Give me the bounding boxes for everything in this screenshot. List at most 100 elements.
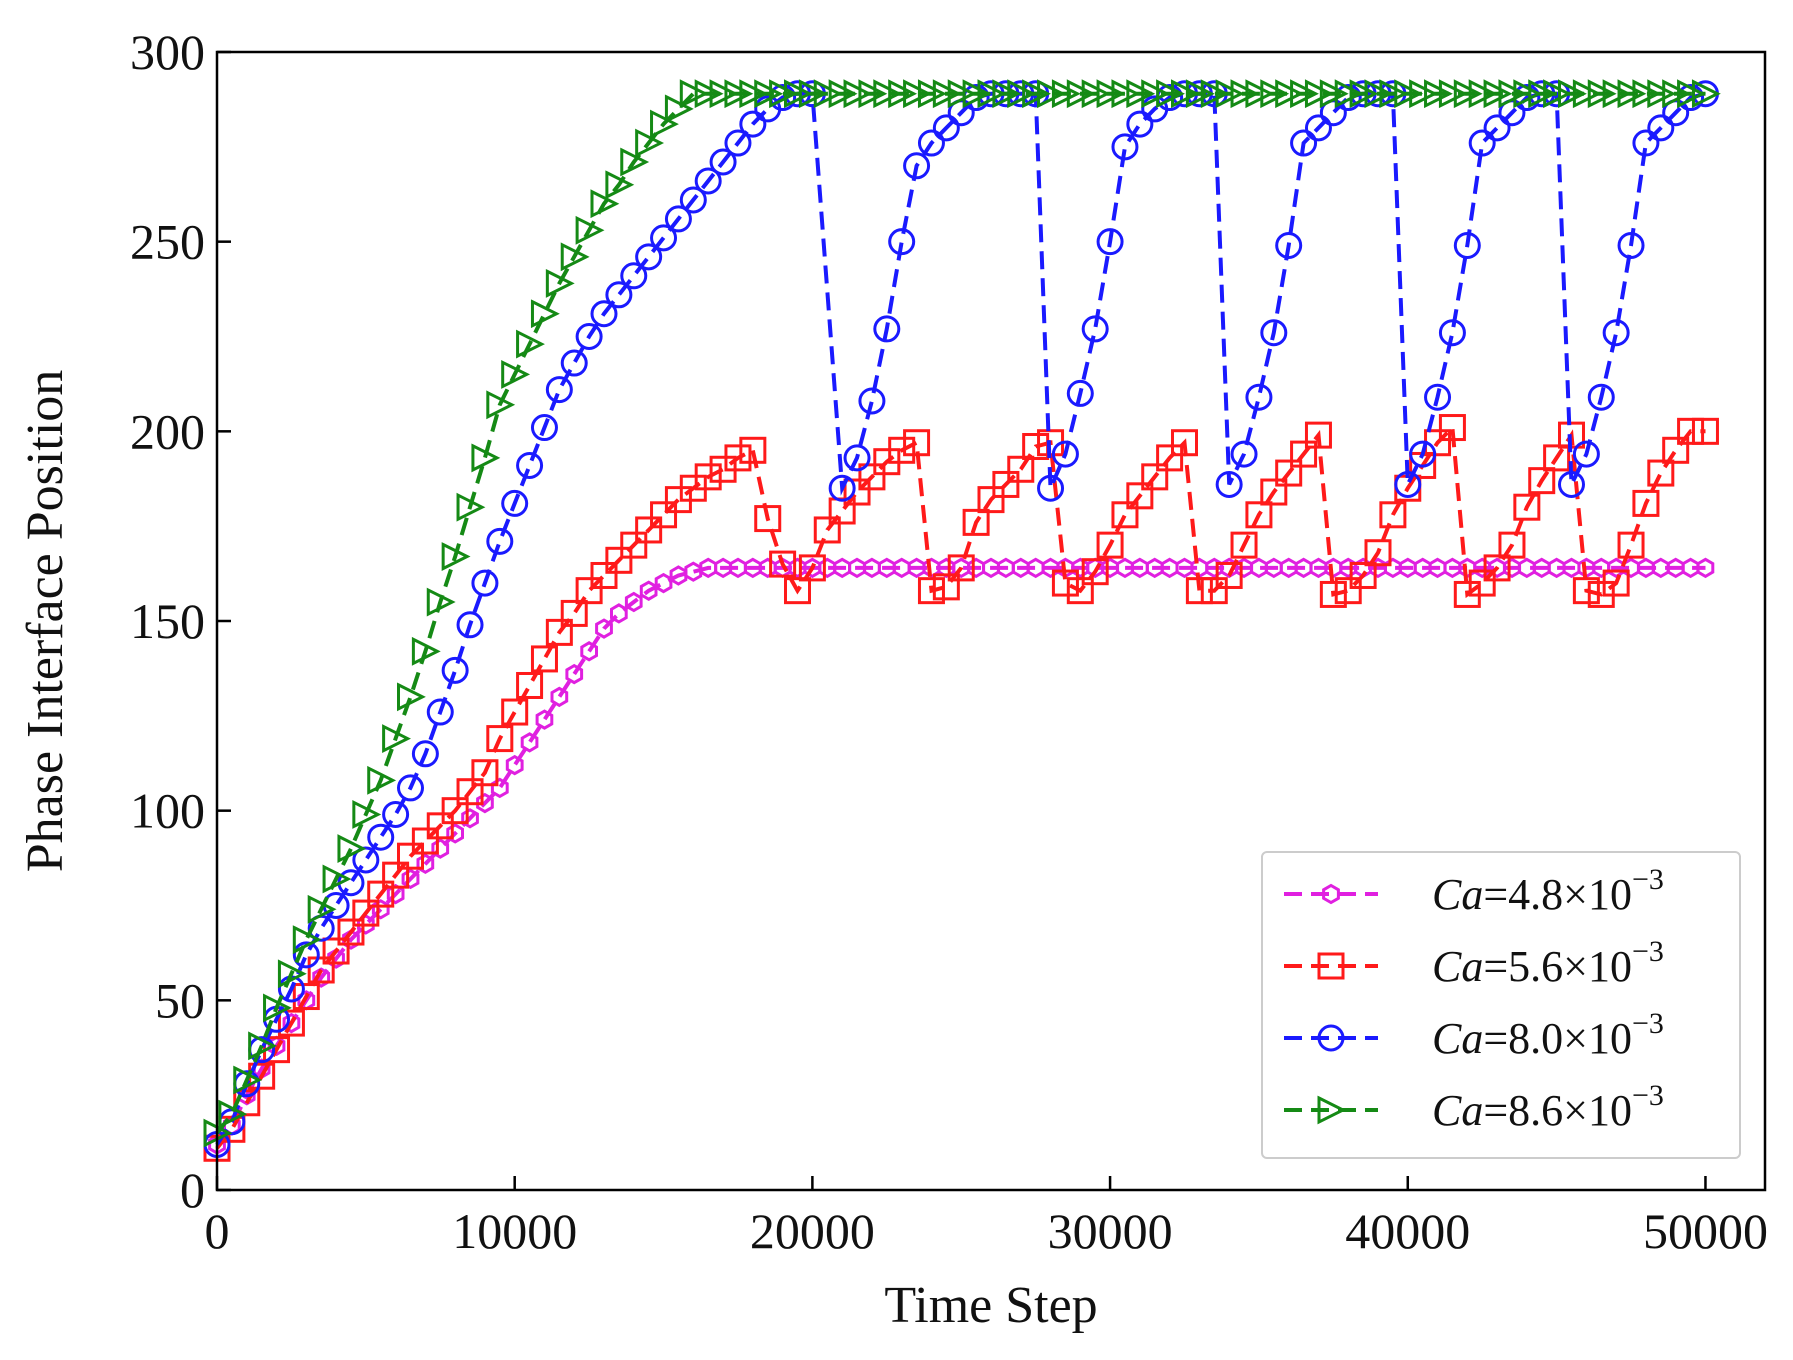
data-point xyxy=(694,79,724,109)
data-point xyxy=(739,436,767,464)
data-point xyxy=(888,436,916,464)
data-point xyxy=(1558,79,1587,109)
data-point xyxy=(1647,79,1677,109)
series-line xyxy=(215,423,1706,1150)
data-point xyxy=(342,929,360,950)
data-point xyxy=(352,800,382,829)
data-point xyxy=(858,387,886,415)
data-point xyxy=(724,129,752,157)
data-point xyxy=(650,501,678,529)
data-point xyxy=(1156,79,1185,109)
data-point xyxy=(1319,79,1349,109)
data-point xyxy=(917,129,945,157)
data-point xyxy=(724,444,752,472)
data-point xyxy=(888,79,918,109)
y-tick-label: 150 xyxy=(130,593,205,649)
data-point xyxy=(1558,470,1585,498)
data-point xyxy=(397,842,424,870)
data-point xyxy=(1215,561,1243,589)
data-point xyxy=(312,967,331,988)
data-point xyxy=(352,846,380,874)
data-point xyxy=(337,834,367,864)
data-point xyxy=(1696,557,1715,579)
data-point xyxy=(1483,554,1511,582)
data-point xyxy=(1304,114,1332,142)
data-point xyxy=(471,759,499,787)
data-point xyxy=(580,641,598,662)
data-point xyxy=(1543,444,1571,472)
data-point xyxy=(1051,440,1079,468)
data-point xyxy=(1200,79,1230,109)
data-point xyxy=(843,444,871,472)
data-point xyxy=(1066,79,1096,109)
legend-box xyxy=(1261,851,1741,1159)
data-point xyxy=(1498,531,1526,559)
data-point xyxy=(382,800,410,828)
data-point xyxy=(1304,79,1334,109)
data-point xyxy=(650,224,678,252)
legend-marker xyxy=(1317,1095,1347,1125)
data-point xyxy=(992,470,1020,498)
data-point xyxy=(1304,421,1332,449)
data-point xyxy=(565,663,584,685)
data-point xyxy=(292,925,322,955)
data-point xyxy=(813,79,843,109)
data-point xyxy=(977,79,1007,109)
data-point xyxy=(1662,436,1690,464)
data-point xyxy=(754,79,784,109)
data-point xyxy=(277,1009,305,1037)
data-point xyxy=(1230,440,1258,468)
data-point xyxy=(1617,231,1645,259)
data-point xyxy=(784,79,813,109)
data-point xyxy=(277,959,307,989)
data-point xyxy=(471,443,501,473)
axis-layer: 0 10000 20000 30000 40000 50000 0 50 100 150 200 25… xyxy=(130,24,1768,1259)
data-point xyxy=(1275,231,1303,259)
data-point xyxy=(664,205,692,233)
data-point xyxy=(962,79,992,109)
data-point xyxy=(1215,470,1243,498)
data-point xyxy=(1096,228,1124,256)
data-point xyxy=(1453,79,1483,109)
data-point xyxy=(590,189,620,219)
data-point xyxy=(1215,79,1245,109)
data-point xyxy=(813,516,841,544)
data-point xyxy=(382,724,411,754)
data-point xyxy=(605,546,633,574)
data-point xyxy=(694,463,722,491)
data-point xyxy=(1260,79,1290,109)
data-point xyxy=(769,550,797,578)
data-point xyxy=(1468,569,1496,597)
data-point xyxy=(1647,459,1675,487)
data-point xyxy=(1111,501,1139,529)
x-tick-label: 20000 xyxy=(750,1203,875,1259)
data-point xyxy=(1260,319,1288,347)
data-point xyxy=(1334,79,1364,109)
data-point xyxy=(754,505,782,533)
legend-label-value: =8.0×10 xyxy=(1483,1014,1632,1063)
legend-label: Ca=8.6×10−3 xyxy=(1432,1079,1664,1135)
data-point xyxy=(397,774,424,802)
y-tick-label: 200 xyxy=(130,403,205,459)
y-tick-label: 300 xyxy=(130,24,205,80)
data-point xyxy=(1513,79,1543,109)
data-point xyxy=(962,508,990,536)
data-point xyxy=(218,1099,248,1129)
data-point xyxy=(1081,79,1111,109)
series-layer xyxy=(203,79,1721,1162)
data-point xyxy=(724,79,754,109)
y-tick-label: 0 xyxy=(180,1162,205,1218)
data-point xyxy=(1587,383,1615,411)
data-point xyxy=(1156,444,1184,472)
data-point xyxy=(1691,79,1721,109)
data-point xyxy=(1379,501,1407,529)
data-point xyxy=(1141,463,1169,491)
data-point xyxy=(947,79,977,109)
data-point xyxy=(575,577,603,605)
data-point xyxy=(560,242,590,272)
data-point xyxy=(1245,383,1273,411)
data-point xyxy=(352,899,380,927)
x-tick-label: 30000 xyxy=(1048,1203,1173,1259)
data-point xyxy=(1171,429,1198,457)
data-point xyxy=(1066,379,1094,407)
